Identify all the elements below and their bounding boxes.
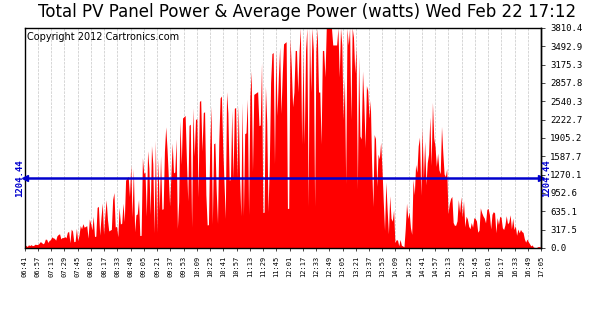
Text: 1204.44: 1204.44 [15, 160, 24, 197]
Text: 1204.44: 1204.44 [542, 160, 550, 197]
Text: Total PV Panel Power & Average Power (watts) Wed Feb 22 17:12: Total PV Panel Power & Average Power (wa… [38, 3, 577, 21]
Text: Copyright 2012 Cartronics.com: Copyright 2012 Cartronics.com [27, 32, 180, 42]
